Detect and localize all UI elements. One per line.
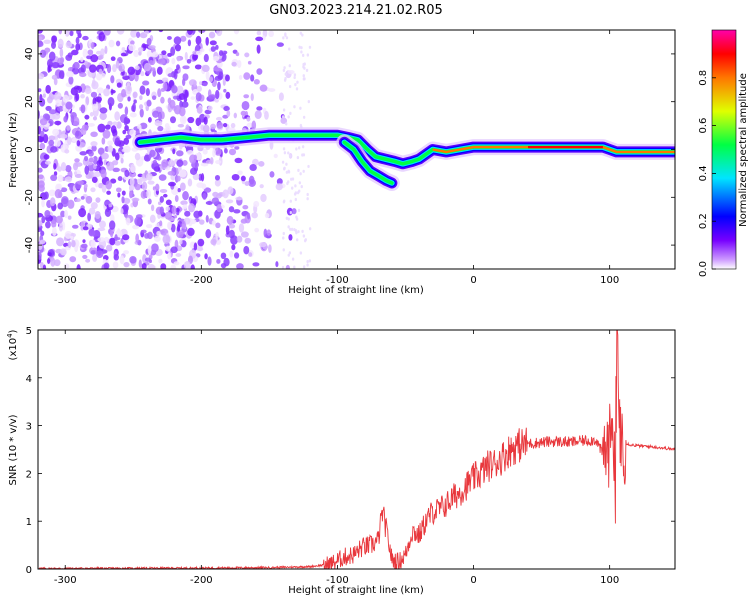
x-tick-label: 0 [470,275,476,286]
snr-y-label: SNR (10 * v/v) [8,414,19,485]
y-tick-label: 5 [26,326,32,337]
y-tick-label: -40 [24,237,35,253]
x-tick-label: -200 [190,575,213,586]
colorbar-ticks: 0.0 0.2 0.4 0.6 0.8 [698,70,716,277]
x-tick-label: -100 [326,275,349,286]
colorbar-tick-label: 0.0 [698,261,709,277]
noise-speckle [38,30,312,269]
x-tick-label: -100 [326,575,349,586]
y-tick-label: 40 [24,48,35,61]
svg-text:(x104): (x104) [6,329,19,360]
figure-title: GN03.2023.214.21.02.R05 [269,3,443,18]
spectrogram-content [38,30,675,269]
y-tick-label: 1 [26,517,32,528]
snr-x-ticks: -300 -200 -100 0 100 [54,330,619,586]
snr-frame [37,329,676,570]
frequency-ridge-branch [336,134,400,191]
spectrogram-y-label: Frequency (Hz) [8,112,19,188]
x-tick-label: -300 [54,575,77,586]
spectrogram-x-ticks: -300 -200 -100 0 100 [54,30,619,286]
y-tick-label: -20 [24,189,35,205]
snr-scale-exponent: 4 [6,333,14,338]
x-tick-label: -200 [190,275,213,286]
y-tick-label: 2 [26,469,32,480]
y-tick-label: 0 [26,565,32,576]
colorbar-tick-label: 0.6 [698,118,709,134]
y-tick-label: 4 [26,374,32,385]
x-tick-label: -300 [54,275,77,286]
frequency-ridge [132,127,675,172]
colorbar: 0.0 0.2 0.4 0.6 0.8 Normalized spectral ampl… [698,29,749,277]
snr-series-line [38,330,675,569]
snr-scale-label: (x10 [8,338,19,361]
x-tick-label: 100 [600,275,619,286]
colorbar-scale [711,29,737,270]
colorbar-tick-label: 0.8 [698,70,709,86]
snr-scale-factor: (x104) [6,329,19,360]
snr-scale-suffix: ) [8,329,19,333]
y-tick-label: 20 [24,95,35,108]
colorbar-tick-label: 0.2 [698,213,709,229]
colorbar-tick-label: 0.4 [698,165,709,181]
x-tick-label: 0 [470,575,476,586]
y-tick-label: 3 [26,422,32,433]
colorbar-label: Normalized spectral amplitude [738,73,749,227]
spectrogram-y-ticks: -40 -20 0 20 40 [24,48,675,253]
y-tick-label: 0 [24,146,35,152]
x-tick-label: 100 [600,575,619,586]
spectrogram-x-label: Height of straight line (km) [288,285,424,296]
snr-panel: -300 -200 -100 0 100 0 1 2 3 4 5 Height of straig… [6,326,676,596]
snr-x-label: Height of straight line (km) [288,585,424,596]
snr-y-ticks: 0 1 2 3 4 5 [26,326,675,576]
